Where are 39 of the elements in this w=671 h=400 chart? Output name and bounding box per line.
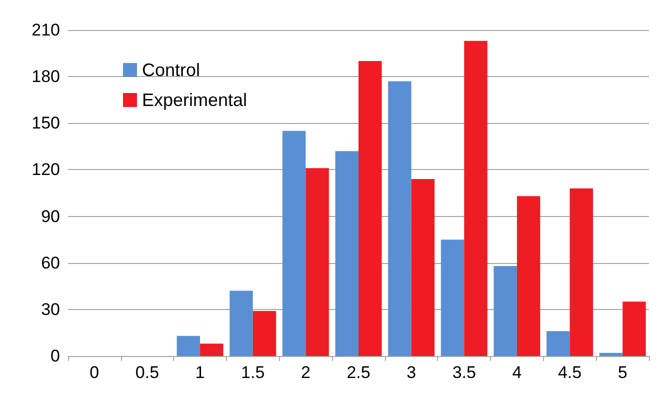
x-tick-label: 4.5: [558, 363, 582, 382]
x-tick-label: 0: [90, 363, 100, 382]
y-tick-label: 210: [32, 20, 60, 40]
bar: [176, 336, 200, 356]
x-tick-label: 3: [406, 363, 416, 382]
bar: [358, 61, 382, 356]
bar: [335, 151, 358, 356]
y-tick-label: 120: [32, 160, 60, 180]
y-tick-label: 30: [41, 300, 60, 319]
legend-label: Experimental: [142, 90, 248, 110]
bar: [200, 344, 224, 356]
bar: [306, 168, 329, 356]
bar: [622, 302, 646, 356]
y-tick-label: 150: [32, 114, 60, 133]
bar: [599, 352, 623, 356]
x-tick-label: 0.5: [135, 363, 160, 382]
bar: [230, 290, 253, 356]
legend-label: Control: [142, 60, 200, 80]
bar: [464, 40, 488, 356]
x-tick-label: 5: [618, 363, 628, 382]
bar: [388, 81, 412, 356]
x-tick-label: 2: [300, 363, 310, 382]
bar: [411, 179, 435, 356]
y-tick-label: 60: [41, 253, 60, 272]
x-tick-label: 2.5: [346, 363, 370, 382]
y-tick-label: 0: [50, 346, 60, 366]
x-tick-label: 1: [195, 363, 205, 382]
x-tick-label: 1.5: [241, 363, 265, 382]
y-tick-label: 90: [41, 206, 60, 226]
x-tick-label: 4: [512, 363, 522, 382]
bar: [546, 331, 570, 356]
bar: [252, 310, 276, 356]
y-tick-label: 180: [32, 67, 60, 86]
bar: [440, 240, 464, 356]
bar: [570, 188, 594, 356]
bar: [494, 266, 517, 356]
bar: [516, 196, 540, 356]
bar: [282, 130, 306, 356]
x-tick-label: 3.5: [452, 363, 476, 382]
